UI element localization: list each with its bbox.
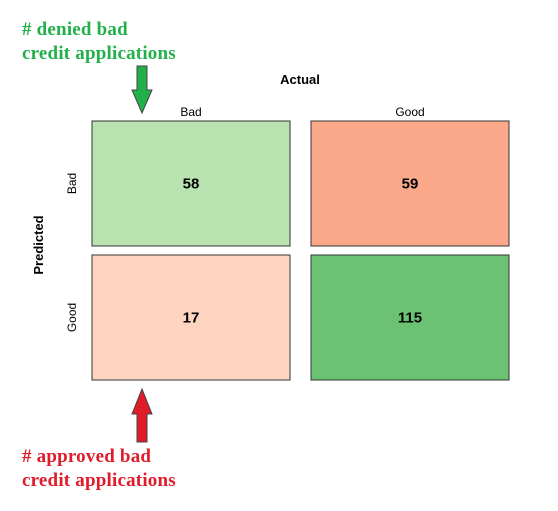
x-tick-bad: Bad xyxy=(180,105,201,119)
cell-pred-good-bad xyxy=(91,254,291,381)
denied-annotation: # denied bad credit applications xyxy=(22,19,176,64)
annotation-arrows xyxy=(131,65,153,443)
cell-value-pred-good-bad: 17 xyxy=(183,310,200,327)
y-tick-bad: Bad xyxy=(65,173,79,194)
denied-arrow-icon xyxy=(131,65,153,115)
cell-value-pred-bad-bad: 58 xyxy=(183,176,200,193)
y-axis-title: Predicted xyxy=(31,215,46,274)
approved-arrow-icon xyxy=(131,387,153,443)
y-tick-good: Good xyxy=(65,303,79,332)
matrix-cells: 58 59 17 115 xyxy=(91,120,510,381)
cell-pred-bad-bad xyxy=(91,120,291,247)
approved-annotation: # approved bad credit applications xyxy=(22,446,176,491)
cell-pred-good-good xyxy=(310,254,510,381)
cell-value-pred-good-good: 115 xyxy=(398,310,422,327)
x-axis-title: Actual xyxy=(280,72,320,87)
cell-value-pred-bad-good: 59 xyxy=(402,176,419,193)
tick-labels: Bad Good Bad Good xyxy=(65,105,425,332)
cell-pred-bad-good xyxy=(310,120,510,247)
x-tick-good: Good xyxy=(395,105,424,119)
